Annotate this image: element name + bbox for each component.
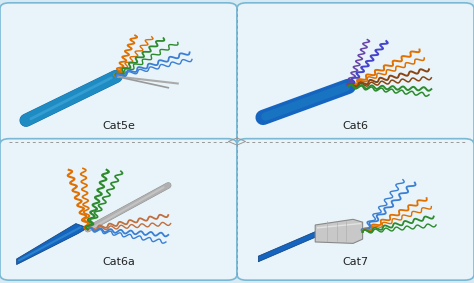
FancyBboxPatch shape <box>0 3 237 144</box>
FancyBboxPatch shape <box>0 139 237 280</box>
Polygon shape <box>258 231 325 262</box>
FancyBboxPatch shape <box>237 3 474 144</box>
Text: Cat7: Cat7 <box>342 257 369 267</box>
Text: Cat6: Cat6 <box>343 121 368 131</box>
FancyBboxPatch shape <box>237 139 474 280</box>
Polygon shape <box>315 219 363 243</box>
Text: Cat5e: Cat5e <box>102 121 135 131</box>
Text: Cat6a: Cat6a <box>102 257 135 267</box>
Polygon shape <box>17 224 88 265</box>
